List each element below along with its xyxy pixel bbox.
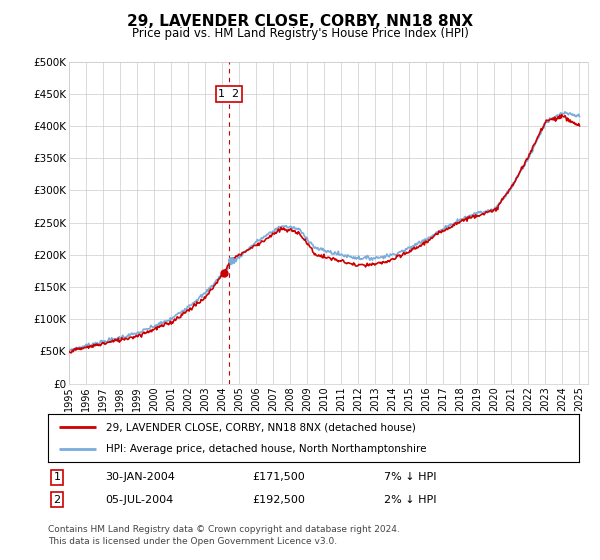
Text: 7% ↓ HPI: 7% ↓ HPI xyxy=(384,472,437,482)
Text: 30-JAN-2004: 30-JAN-2004 xyxy=(105,472,175,482)
Text: 1  2: 1 2 xyxy=(218,89,239,99)
Text: Contains HM Land Registry data © Crown copyright and database right 2024.
This d: Contains HM Land Registry data © Crown c… xyxy=(48,525,400,546)
Text: 1: 1 xyxy=(53,472,61,482)
Text: 2: 2 xyxy=(53,494,61,505)
Text: £171,500: £171,500 xyxy=(252,472,305,482)
Text: 29, LAVENDER CLOSE, CORBY, NN18 8NX (detached house): 29, LAVENDER CLOSE, CORBY, NN18 8NX (det… xyxy=(106,422,416,432)
Text: HPI: Average price, detached house, North Northamptonshire: HPI: Average price, detached house, Nort… xyxy=(106,444,427,454)
Text: 2% ↓ HPI: 2% ↓ HPI xyxy=(384,494,437,505)
Text: 05-JUL-2004: 05-JUL-2004 xyxy=(105,494,173,505)
Text: 29, LAVENDER CLOSE, CORBY, NN18 8NX: 29, LAVENDER CLOSE, CORBY, NN18 8NX xyxy=(127,14,473,29)
Text: Price paid vs. HM Land Registry's House Price Index (HPI): Price paid vs. HM Land Registry's House … xyxy=(131,27,469,40)
Text: £192,500: £192,500 xyxy=(252,494,305,505)
